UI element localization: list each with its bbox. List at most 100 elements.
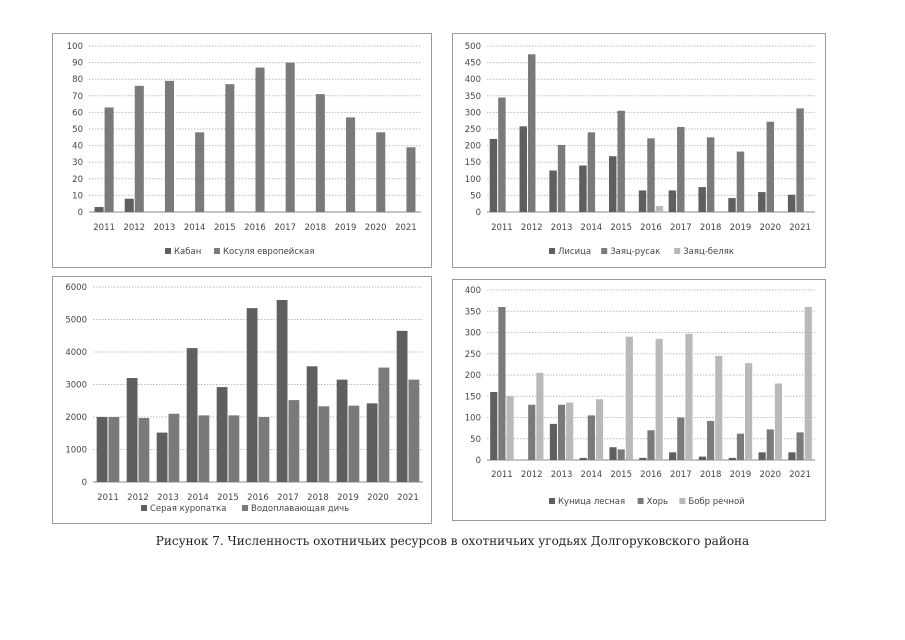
bar bbox=[587, 132, 596, 212]
x-tick-label: 2011 bbox=[97, 493, 119, 503]
bar bbox=[677, 417, 685, 460]
legend-swatch bbox=[141, 505, 147, 511]
bar bbox=[306, 366, 318, 482]
bar bbox=[216, 387, 228, 482]
chart-birds: 0 1000 2000 3000 4000 5000 6000 2011 2012 2013 201… bbox=[65, 283, 423, 514]
bar bbox=[528, 54, 536, 212]
legend-swatch bbox=[214, 248, 220, 254]
bar bbox=[318, 406, 330, 482]
chart-furbearers: 0 50 100 150 200 250 300 350 400 2011 2012 2013 2014… bbox=[465, 286, 815, 507]
x-tick-label: 2018 bbox=[700, 470, 722, 480]
bar bbox=[168, 413, 180, 482]
bar bbox=[655, 206, 664, 212]
bar bbox=[595, 399, 604, 460]
bar bbox=[376, 132, 386, 212]
legend-label: Бобр речной bbox=[688, 497, 744, 507]
x-tick-label: 2016 bbox=[247, 493, 269, 503]
bar bbox=[489, 138, 498, 212]
y-tick-label: 100 bbox=[465, 175, 481, 185]
bar bbox=[804, 307, 812, 460]
y-tick-label: 3000 bbox=[65, 381, 87, 391]
bar bbox=[728, 457, 736, 461]
bar bbox=[774, 383, 783, 460]
y-tick-label: 4000 bbox=[65, 348, 87, 358]
bar bbox=[348, 405, 360, 483]
bar bbox=[685, 333, 693, 460]
bar bbox=[625, 336, 633, 460]
bar bbox=[156, 432, 168, 482]
x-tick-label: 2015 bbox=[610, 470, 632, 480]
legend-swatch bbox=[679, 498, 686, 504]
x-tick-label: 2013 bbox=[154, 223, 176, 233]
bar bbox=[707, 420, 715, 460]
bar bbox=[285, 62, 295, 212]
bar bbox=[228, 415, 240, 483]
y-tick-label: 350 bbox=[465, 92, 481, 102]
x-tick-label: 2017 bbox=[670, 470, 692, 480]
x-tick-label: 2013 bbox=[551, 223, 573, 233]
bar bbox=[647, 430, 655, 460]
x-tick-label: 2011 bbox=[491, 223, 513, 233]
y-tick-label: 0 bbox=[78, 208, 83, 218]
bar bbox=[698, 456, 707, 460]
bar bbox=[346, 117, 356, 212]
bar bbox=[490, 392, 498, 460]
legend-label: Серая куропатка bbox=[150, 504, 226, 514]
bar bbox=[566, 402, 574, 461]
x-tick-label: 2021 bbox=[789, 470, 811, 480]
bar bbox=[639, 457, 647, 461]
x-tick-label: 2017 bbox=[274, 223, 296, 233]
y-tick-label: 150 bbox=[465, 158, 481, 168]
bar bbox=[506, 396, 514, 460]
figure-caption: Рисунок 7. Численность охотничьих ресурс… bbox=[155, 534, 750, 548]
x-tick-label: 2020 bbox=[759, 223, 781, 233]
x-tick-label: 2020 bbox=[365, 223, 387, 233]
bar bbox=[94, 207, 104, 212]
y-tick-label: 200 bbox=[465, 371, 481, 381]
y-tick-label: 50 bbox=[72, 125, 83, 135]
bar bbox=[108, 417, 120, 482]
bar bbox=[549, 423, 557, 461]
x-tick-label: 2014 bbox=[187, 493, 209, 503]
y-tick-label: 20 bbox=[72, 175, 83, 185]
x-tick-label: 2018 bbox=[700, 223, 722, 233]
bar bbox=[758, 192, 766, 212]
x-tick-label: 2016 bbox=[244, 223, 266, 233]
y-tick-label: 150 bbox=[465, 392, 481, 402]
bar bbox=[668, 190, 677, 212]
chart-predators-hares: 0 50 100 150 200 250 300 350 400 450 500 2011 2012 20… bbox=[465, 42, 815, 257]
bar bbox=[288, 400, 300, 482]
y-tick-label: 300 bbox=[465, 329, 481, 339]
bar bbox=[396, 330, 408, 483]
x-tick-label: 2021 bbox=[395, 223, 417, 233]
legend-label: Куница лесная bbox=[558, 497, 625, 507]
bar bbox=[715, 355, 723, 460]
bar bbox=[669, 452, 677, 460]
bar bbox=[766, 429, 774, 460]
bar bbox=[138, 417, 150, 482]
bar bbox=[104, 107, 114, 212]
y-tick-label: 70 bbox=[72, 92, 83, 102]
bar bbox=[557, 144, 566, 212]
bar bbox=[134, 85, 144, 212]
legend-label: Хорь bbox=[647, 497, 668, 507]
bar bbox=[336, 379, 348, 483]
y-tick-label: 0 bbox=[82, 478, 87, 488]
chart-panel-birds: 0 1000 2000 3000 4000 5000 6000 2011 2012 2013 201… bbox=[52, 276, 432, 524]
x-tick-label: 2014 bbox=[581, 223, 603, 233]
bar bbox=[258, 417, 270, 482]
x-tick-label: 2014 bbox=[581, 470, 603, 480]
legend-swatch bbox=[165, 248, 171, 254]
bar bbox=[677, 127, 685, 212]
x-tick-label: 2021 bbox=[789, 223, 811, 233]
bar bbox=[96, 417, 108, 482]
bar bbox=[617, 110, 625, 212]
x-tick-label: 2011 bbox=[93, 223, 115, 233]
x-tick-label: 2016 bbox=[640, 223, 662, 233]
y-tick-label: 90 bbox=[72, 59, 83, 69]
legend-label: Лисица bbox=[558, 247, 591, 257]
y-tick-label: 30 bbox=[72, 158, 83, 168]
y-tick-label: 350 bbox=[465, 307, 481, 317]
legend-swatch bbox=[601, 248, 608, 254]
bar bbox=[579, 457, 587, 461]
